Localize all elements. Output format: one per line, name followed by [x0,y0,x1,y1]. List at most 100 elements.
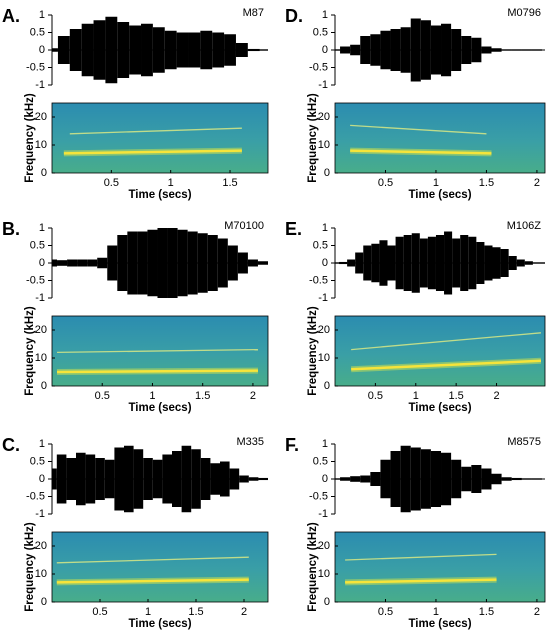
y-tick-label: -0.5 [26,61,45,73]
y-tick-label: 1 [39,9,45,21]
amplitude-envelope [481,468,492,490]
y-tick-label: 0 [41,380,47,392]
y-tick-label: 0 [39,44,45,56]
amplitude-envelope [501,49,512,51]
amplitude-envelope [347,259,356,267]
spectrogram-background [335,103,545,173]
amplitude-envelope [212,32,225,68]
amplitude-envelope [387,245,396,281]
amplitude-envelope [476,242,485,284]
amplitude-envelope [350,476,361,482]
amplitude-envelope [167,228,178,298]
amplitude-envelope [237,252,248,274]
amplitude-envelope [229,468,240,490]
y-tick-label: 10 [35,139,47,151]
amplitude-envelope [164,30,177,70]
panel-label: D. [285,6,303,26]
y-tick-label: 0.5 [313,239,328,251]
x-tick-label: 1.5 [195,390,210,402]
amplitude-envelope [380,30,391,70]
amplitude-envelope [410,18,421,82]
y-tick-label: 0 [39,257,45,269]
x-tick-label: 1.5 [479,177,494,189]
y-tick-label: 0 [322,257,328,269]
y-tick-label: 20 [318,540,330,552]
amplitude-envelope [81,23,94,77]
x-axis-label: Time (secs) [128,618,191,630]
amplitude-envelope [532,262,541,264]
x-tick-label: 2 [241,606,247,618]
amplitude-envelope [137,231,148,295]
y-tick-label: 0 [322,44,328,56]
amplitude-envelope [335,49,341,51]
amplitude-envelope [247,48,260,52]
amplitude-envelope [176,32,189,68]
amplitude-envelope [93,20,106,80]
y-tick-label: 1 [39,222,45,234]
amplitude-envelope [468,236,477,290]
amplitude-envelope [471,37,482,63]
y-tick-label: 10 [318,139,330,151]
x-tick-label: 1 [433,606,439,618]
spectrogram-frame [334,531,546,603]
panel-title: M106Z [507,220,542,232]
amplitude-envelope [390,29,401,71]
x-tick-label: 0.5 [92,606,107,618]
y-tick-label: 10 [318,568,330,580]
amplitude-envelope [57,36,70,64]
amplitude-envelope [430,451,442,507]
amplitude-envelope [363,245,372,281]
amplitude-envelope [460,235,469,291]
amplitude-envelope [172,451,182,507]
panel-title: M70100 [224,220,264,232]
spectrogram-frame [334,315,546,387]
amplitude-envelope [531,49,542,51]
amplitude-envelope [395,236,404,290]
y-tick-label: 0.5 [313,26,328,38]
amplitude-envelope [76,452,86,506]
x-tick-label: 0.5 [95,390,110,402]
amplitude-envelope [371,243,380,283]
amplitude-envelope [419,238,428,288]
amplitude-envelope [500,249,509,277]
amplitude-envelope [491,48,502,52]
amplitude-envelope [521,478,532,480]
fundamental-track [345,578,497,584]
harmonic-track [345,553,497,561]
x-tick-label: 1.5 [188,606,203,618]
amplitude-envelope [133,449,144,509]
amplitude-envelope [339,261,348,265]
y-tick-label: 1 [322,438,328,450]
panel-title: M0796 [507,7,541,19]
y-tick-label: 0 [324,596,330,608]
amplitude-envelope [207,235,218,291]
x-tick-label: 1 [145,606,151,618]
amplitude-envelope [461,466,472,492]
fundamental-track [63,149,242,155]
amplitude-envelope [335,262,340,264]
amplitude-envelope [57,260,68,266]
harmonic-track [69,127,242,135]
x-tick-label: 1 [149,390,155,402]
y-tick-label: -1 [318,292,328,304]
y-axis-label: Frequency (kHz) [307,93,319,183]
amplitude-envelope [107,245,118,281]
y-tick-label: 10 [318,352,330,364]
amplitude-envelope [492,247,501,279]
amplitude-envelope [355,252,364,274]
y-tick-label: -1 [35,79,45,91]
y-tick-label: -0.5 [309,490,328,502]
x-tick-label: 1.5 [449,390,464,402]
amplitude-envelope [217,238,228,288]
amplitude-envelope [461,36,472,64]
amplitude-envelope [340,46,351,54]
amplitude-envelope [147,229,158,297]
x-axis-label: Time (secs) [408,402,471,414]
amplitude-envelope [540,262,545,264]
y-tick-label: 0 [41,167,47,179]
amplitude-envelope [181,445,192,513]
x-tick-label: 0.5 [378,177,393,189]
amplitude-envelope [143,458,153,500]
amplitude-envelope [104,459,115,499]
